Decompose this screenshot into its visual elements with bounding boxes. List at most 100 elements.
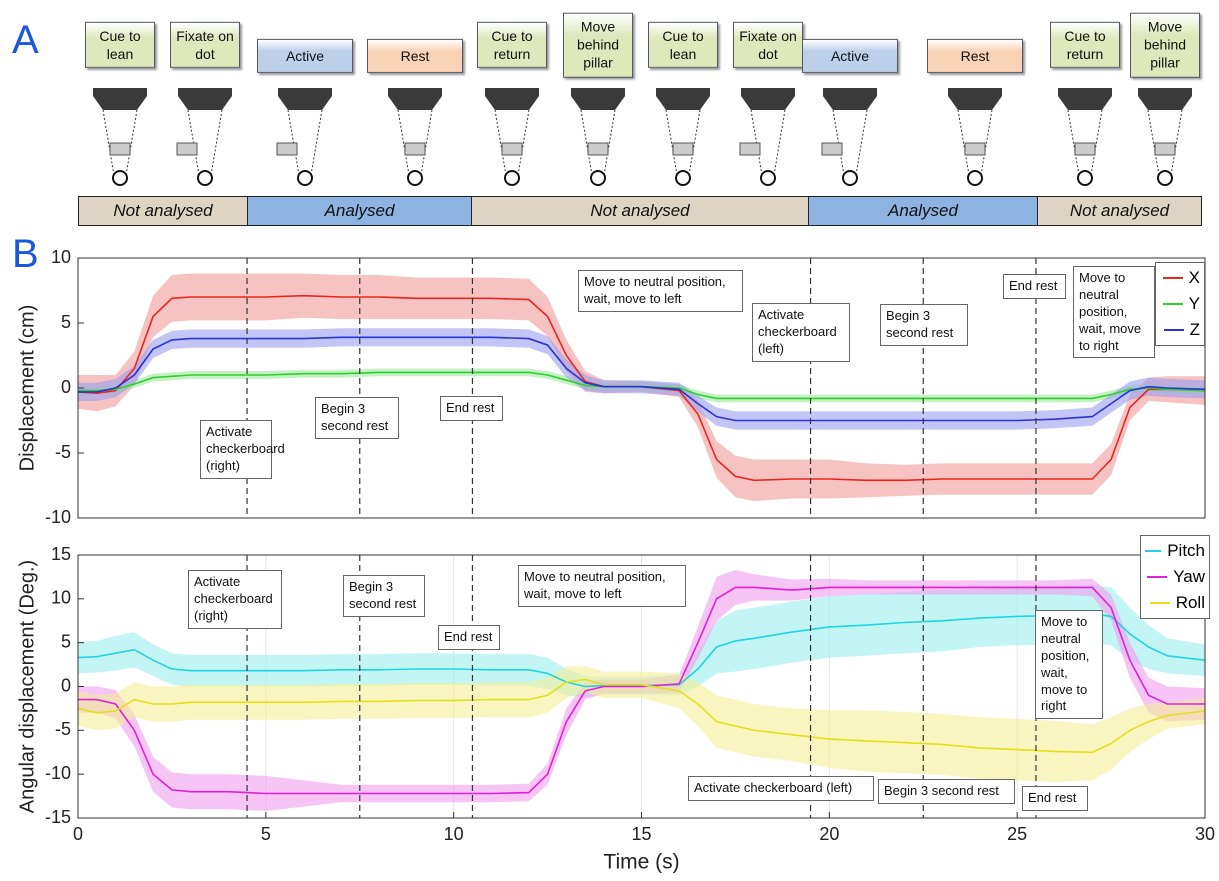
y-tick-label: -10 xyxy=(45,507,71,527)
screen-icon xyxy=(278,88,332,110)
legend-swatch xyxy=(1162,277,1183,279)
axes-frame xyxy=(77,554,1206,819)
y-tick-label: 15 xyxy=(51,544,71,564)
step-box: Active xyxy=(802,38,898,74)
sight-line xyxy=(1090,109,1103,176)
screen-icon xyxy=(93,88,147,110)
annotation: Begin 3 second rest xyxy=(880,304,968,346)
pillar-icon xyxy=(109,142,131,156)
eye-icon xyxy=(504,170,520,186)
x-tick-label: 20 xyxy=(819,824,839,844)
y-tick-label: -10 xyxy=(45,763,71,783)
pillar-icon xyxy=(276,142,298,156)
y-axis-label: Displacement (cm) xyxy=(16,305,38,472)
sight-line xyxy=(494,109,507,176)
y-tick-label: -5 xyxy=(55,442,71,462)
x-tick-label: 10 xyxy=(444,824,464,844)
annotation: Activate checkerboard (right) xyxy=(200,420,285,479)
pillar-icon xyxy=(821,142,843,156)
y-tick-label: 5 xyxy=(61,631,71,651)
annotation: End rest xyxy=(1003,274,1066,299)
legend-label: Y xyxy=(1188,294,1200,313)
sight-line xyxy=(310,109,323,176)
annotation: Begin 3 second rest xyxy=(315,397,399,439)
screen-icon xyxy=(178,88,232,110)
eye-icon xyxy=(407,170,423,186)
step-box: Cue to return xyxy=(477,21,547,69)
eye-icon xyxy=(297,170,313,186)
legend-entry: Yaw xyxy=(1145,564,1205,590)
pillar-icon xyxy=(404,142,426,156)
pillar-icon xyxy=(587,142,609,156)
legend-swatch xyxy=(1147,576,1168,578)
step-box: Active xyxy=(257,38,353,74)
pillar-icon xyxy=(1074,142,1096,156)
phase-segment: Not analysed xyxy=(78,196,248,226)
x-tick-label: 30 xyxy=(1195,824,1215,844)
annotation: Activate checkerboard (left) xyxy=(688,776,874,801)
panel-label: A xyxy=(12,18,39,62)
sight-line xyxy=(603,109,616,176)
y-tick-label: 5 xyxy=(61,312,71,332)
sight-line xyxy=(1147,109,1160,176)
phase-segment: Analysed xyxy=(247,196,472,226)
y-tick-label: 10 xyxy=(51,588,71,608)
eye-icon xyxy=(1157,170,1173,186)
plot-layer xyxy=(78,258,1205,518)
pillar-icon xyxy=(672,142,694,156)
x-tick-label: 5 xyxy=(261,824,271,844)
step-box: Rest xyxy=(367,38,463,74)
annotation: End rest xyxy=(1022,786,1088,811)
sight-line xyxy=(688,109,701,176)
legend-label: Yaw xyxy=(1173,567,1205,586)
y-tick-label: -5 xyxy=(55,719,71,739)
pillar-icon xyxy=(176,142,198,156)
legend-label: Pitch xyxy=(1167,541,1205,560)
x-tick-label: 15 xyxy=(631,824,651,844)
legend-swatch xyxy=(1162,303,1183,305)
legend-entry: Pitch xyxy=(1145,538,1205,564)
annotation: Move to neutral position, wait, move to … xyxy=(1035,610,1103,720)
sight-line xyxy=(665,109,678,176)
eye-icon xyxy=(842,170,858,186)
annotation: Begin 3 second rest xyxy=(343,575,425,617)
screen-icon xyxy=(948,88,1002,110)
phase-segment: Analysed xyxy=(808,196,1038,226)
eye-icon xyxy=(590,170,606,186)
x-axis-label: Time (s) xyxy=(603,851,679,874)
eye-icon xyxy=(197,170,213,186)
annotation: End rest xyxy=(438,625,500,650)
sight-line xyxy=(1170,109,1183,176)
phase-segment: Not analysed xyxy=(471,196,809,226)
phase-segment: Not analysed xyxy=(1037,196,1202,226)
y-axis-label: Angular displacement (Deg.) xyxy=(16,560,38,813)
screen-icon xyxy=(485,88,539,110)
y-tick-label: -15 xyxy=(45,807,71,827)
sight-line xyxy=(102,109,115,176)
annotation: End rest xyxy=(440,396,503,421)
y-tick-label: 0 xyxy=(61,675,71,695)
legend-entry: Y xyxy=(1160,291,1200,317)
step-box: Move behind pillar xyxy=(1130,12,1200,78)
annotation: Activate checkerboard (right) xyxy=(188,570,282,629)
eye-icon xyxy=(112,170,128,186)
legend-entry: Z xyxy=(1160,317,1200,343)
screen-icon xyxy=(656,88,710,110)
annotation: Move to neutral position, wait, move to … xyxy=(578,270,743,312)
legend-label: Roll xyxy=(1175,593,1205,612)
x-tick-label: 25 xyxy=(1007,824,1027,844)
step-box: Rest xyxy=(927,38,1023,74)
step-box: Cue to return xyxy=(1050,21,1120,69)
legend-swatch xyxy=(1149,602,1170,604)
x-tick-label: 0 xyxy=(73,824,83,844)
annotation: Move to neutral position, wait, move to … xyxy=(518,565,686,607)
sight-line xyxy=(1067,109,1080,176)
legend-entry: Roll xyxy=(1145,590,1205,616)
legend: Pitch Yaw Roll xyxy=(1140,535,1210,619)
sight-line xyxy=(517,109,530,176)
pillar-icon xyxy=(739,142,761,156)
y-tick-label: 0 xyxy=(61,377,71,397)
sight-line xyxy=(580,109,593,176)
